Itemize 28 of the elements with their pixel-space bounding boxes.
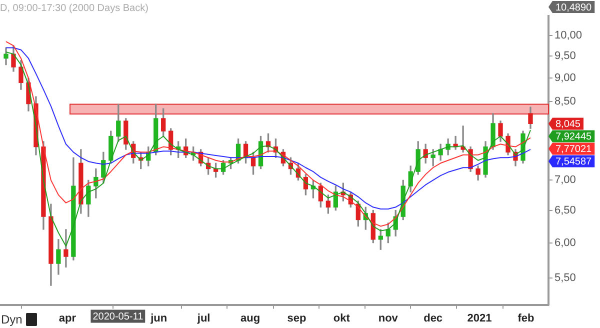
x-tick-label: feb bbox=[518, 312, 535, 324]
text: 8,045 bbox=[555, 118, 581, 130]
y-tick-label: 6,50 bbox=[554, 204, 576, 216]
x-tick-label: jun bbox=[150, 312, 168, 324]
text: 7,54587 bbox=[555, 156, 592, 168]
text: 7,77021 bbox=[555, 144, 592, 155]
y-tick-label: 5,50 bbox=[554, 272, 576, 284]
y-tick-label: 9,00 bbox=[554, 72, 576, 84]
y-tick-label: 7,00 bbox=[554, 174, 576, 186]
y-tick-label: 9,50 bbox=[554, 50, 576, 62]
x-tick-label: nov bbox=[378, 312, 399, 324]
text: Dyn bbox=[1, 312, 22, 326]
x-tick-label: jul bbox=[196, 312, 210, 324]
x-tick-label: 2021 bbox=[467, 312, 492, 324]
x-tick-label: okt bbox=[333, 312, 350, 324]
candlestick bbox=[460, 126, 466, 153]
x-tick-label: apr bbox=[58, 312, 77, 324]
y-tick-label: 8,50 bbox=[554, 95, 576, 108]
text: 10,4890 bbox=[555, 2, 592, 14]
x-tick-label: sep bbox=[287, 312, 306, 324]
text: 7,92445 bbox=[555, 131, 592, 142]
y-tick-label: 10,00 bbox=[554, 29, 582, 42]
y-tick-label: 6,00 bbox=[554, 236, 576, 249]
x-tick-label: dec bbox=[424, 312, 443, 324]
candlestick bbox=[64, 229, 68, 268]
x-tick-label: aug bbox=[240, 312, 260, 324]
text: 2020-05-11 bbox=[92, 312, 144, 323]
chart-title: D, 09:00-17:30 (2000 Days Back) bbox=[0, 2, 148, 14]
